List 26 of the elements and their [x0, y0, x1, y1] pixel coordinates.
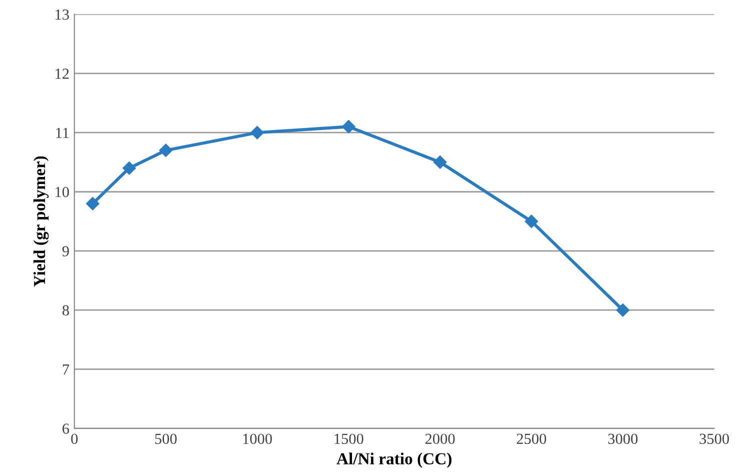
- point: [433, 156, 447, 169]
- y-tick-label: 9: [62, 246, 69, 256]
- point: [122, 162, 136, 175]
- x-tick-label: 0: [71, 434, 78, 444]
- x-tick-label: 1000: [243, 434, 272, 444]
- y-tick-label: 13: [56, 9, 69, 20]
- y-tick-label: 12: [56, 68, 69, 79]
- point: [86, 197, 100, 210]
- y-tick-label: 7: [62, 364, 70, 375]
- point: [342, 120, 356, 134]
- y-tick-label: 6: [62, 424, 70, 434]
- x-tick-label: 2500: [516, 434, 546, 444]
- point: [250, 126, 264, 140]
- x-tick-label: 2000: [425, 434, 455, 444]
- x-tick-label: 1500: [334, 434, 364, 444]
- y-tick-label: 11: [56, 128, 69, 138]
- x-tick-label: 3500: [700, 434, 729, 444]
- x-tick-label: 500: [155, 434, 177, 444]
- y-axis-title: Yield (gr polymer): [33, 156, 49, 287]
- y-tick-label: 10: [56, 186, 69, 198]
- point: [524, 214, 538, 228]
- point: [159, 144, 172, 157]
- x-axis-title: Al/Ni ratio (CC): [336, 452, 452, 468]
- x-tick-label: 3000: [608, 434, 638, 444]
- point: [616, 303, 630, 317]
- y-tick-label: 8: [62, 305, 69, 316]
